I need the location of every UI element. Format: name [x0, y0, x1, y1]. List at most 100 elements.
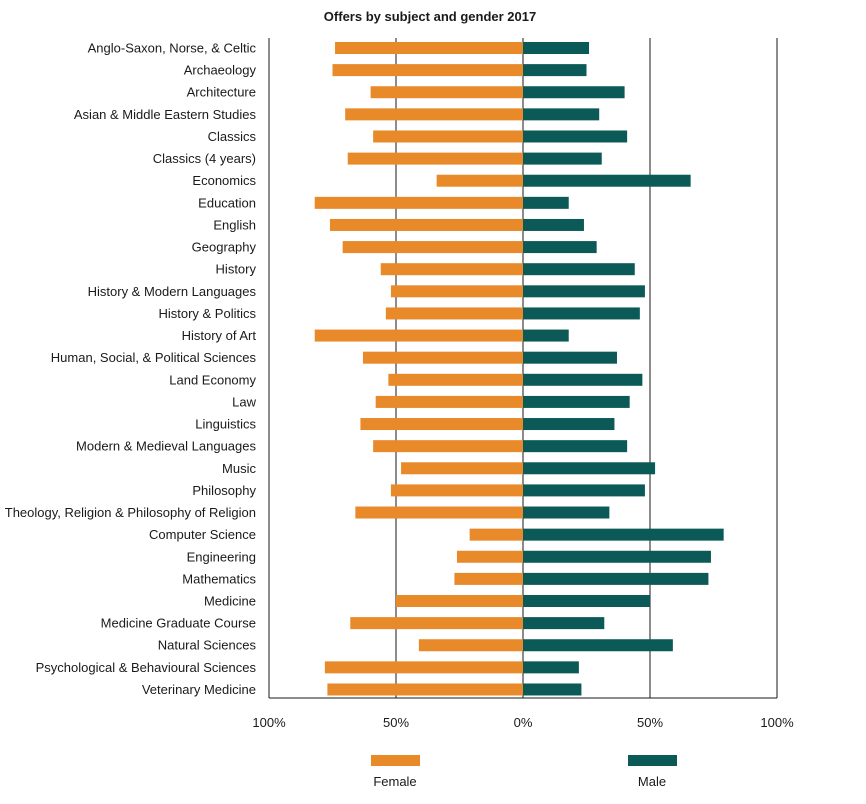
bar-male	[523, 153, 602, 165]
legend-label-male: Male	[638, 774, 666, 789]
bar-male	[523, 661, 579, 673]
bar-male	[523, 64, 587, 76]
bar-female	[363, 352, 523, 364]
diverging-bar-chart: Offers by subject and gender 2017 Anglo-…	[0, 0, 866, 804]
category-label: Classics (4 years)	[153, 151, 256, 166]
category-label: Computer Science	[149, 527, 256, 542]
bar-male	[523, 108, 599, 120]
bar-female	[345, 108, 523, 120]
bar-male	[523, 683, 581, 695]
bar-male	[523, 374, 642, 386]
bar-female	[401, 462, 523, 474]
bar-female	[335, 42, 523, 54]
category-label: Archaeology	[184, 63, 257, 78]
legend-swatch-male	[628, 755, 677, 766]
bar-female	[315, 197, 523, 209]
x-tick-label: 50%	[383, 715, 409, 730]
category-label: Philosophy	[192, 483, 256, 498]
x-tick-label: 0%	[514, 715, 533, 730]
category-label: History	[216, 262, 257, 277]
bar-male	[523, 307, 640, 319]
bar-male	[523, 617, 604, 629]
bar-female	[391, 285, 523, 297]
bar-female	[376, 396, 523, 408]
bar-male	[523, 595, 650, 607]
bar-female	[419, 639, 523, 651]
bar-female	[325, 661, 523, 673]
category-label: Economics	[192, 173, 256, 188]
bar-female	[315, 330, 523, 342]
bar-male	[523, 573, 708, 585]
category-label: Education	[198, 195, 256, 210]
bar-female	[373, 130, 523, 142]
bar-female	[355, 507, 523, 519]
category-label: Linguistics	[195, 417, 256, 432]
bar-female	[360, 418, 523, 430]
bar-male	[523, 175, 691, 187]
category-label: Music	[222, 461, 256, 476]
bar-female	[437, 175, 523, 187]
x-tick-label: 50%	[637, 715, 663, 730]
category-label: History & Politics	[158, 306, 256, 321]
bar-male	[523, 639, 673, 651]
category-label: Asian & Middle Eastern Studies	[74, 107, 257, 122]
x-tick-label: 100%	[760, 715, 794, 730]
bar-male	[523, 529, 724, 541]
category-label: Engineering	[187, 549, 256, 564]
bar-female	[350, 617, 523, 629]
bar-female	[333, 64, 524, 76]
bar-female	[396, 595, 523, 607]
bar-female	[470, 529, 523, 541]
category-label: History of Art	[182, 328, 257, 343]
bar-male	[523, 507, 609, 519]
bar-male	[523, 352, 617, 364]
category-label: Modern & Medieval Languages	[76, 439, 256, 454]
category-label: Anglo-Saxon, Norse, & Celtic	[88, 41, 257, 56]
legend-swatch-female	[371, 755, 420, 766]
category-label: Geography	[192, 240, 257, 255]
category-label: Mathematics	[182, 571, 256, 586]
bar-male	[523, 330, 569, 342]
category-label: History & Modern Languages	[88, 284, 257, 299]
category-label: Natural Sciences	[158, 638, 257, 653]
category-label: Law	[232, 394, 256, 409]
bar-female	[386, 307, 523, 319]
x-axis: 100% 50% 0% 50% 100%	[252, 698, 794, 730]
bar-male	[523, 130, 627, 142]
bar-male	[523, 42, 589, 54]
bar-male	[523, 418, 614, 430]
category-label: Classics	[208, 129, 257, 144]
bar-male	[523, 551, 711, 563]
bar-female	[391, 484, 523, 496]
bar-male	[523, 263, 635, 275]
category-label: Medicine	[204, 594, 256, 609]
x-tick-label: 100%	[252, 715, 286, 730]
bar-male	[523, 86, 625, 98]
legend-label-female: Female	[373, 774, 416, 789]
bar-male	[523, 484, 645, 496]
category-label: Theology, Religion & Philosophy of Relig…	[5, 505, 256, 520]
bar-female	[457, 551, 523, 563]
bar-female	[348, 153, 523, 165]
bar-male	[523, 462, 655, 474]
bar-female	[330, 219, 523, 231]
bar-male	[523, 197, 569, 209]
bar-female	[343, 241, 523, 253]
category-label: Medicine Graduate Course	[101, 616, 256, 631]
legend: Female Male	[371, 755, 677, 789]
category-label: English	[213, 217, 256, 232]
category-label: Psychological & Behavioural Sciences	[36, 660, 257, 675]
category-labels: Anglo-Saxon, Norse, & Celtic Archaeology A…	[5, 41, 257, 697]
bar-female	[454, 573, 523, 585]
category-label: Veterinary Medicine	[142, 682, 256, 697]
bar-female	[327, 683, 523, 695]
bar-female	[388, 374, 523, 386]
bar-male	[523, 219, 584, 231]
bar-male	[523, 285, 645, 297]
bar-male	[523, 396, 630, 408]
bar-female	[381, 263, 523, 275]
chart-title: Offers by subject and gender 2017	[324, 9, 536, 24]
category-label: Human, Social, & Political Sciences	[51, 350, 257, 365]
category-label: Land Economy	[169, 372, 256, 387]
category-label: Architecture	[187, 85, 256, 100]
